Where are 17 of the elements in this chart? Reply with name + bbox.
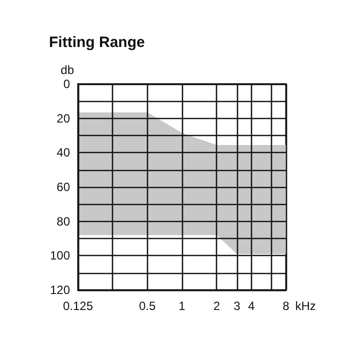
y-tick-label: 20 bbox=[56, 111, 70, 126]
x-tick-label: 0.5 bbox=[138, 299, 156, 313]
y-tick-label: 40 bbox=[56, 146, 70, 160]
y-tick-label: 0 bbox=[63, 77, 70, 91]
chart-title: Fitting Range bbox=[49, 34, 145, 51]
x-tick-label: 2 bbox=[213, 299, 220, 313]
y-tick-label: 100 bbox=[50, 248, 70, 263]
x-tick-label: 4 bbox=[248, 299, 255, 313]
y-tick-label: 60 bbox=[56, 180, 70, 194]
x-axis-title: kHz bbox=[295, 299, 316, 313]
y-tick-label: 120 bbox=[50, 283, 70, 297]
x-tick-label: 3 bbox=[234, 299, 241, 313]
y-tick-label: 80 bbox=[56, 214, 70, 228]
x-tick-label: 0.125 bbox=[62, 299, 94, 313]
y-axis-title: db bbox=[60, 63, 74, 77]
x-tick-label: 8 bbox=[282, 299, 290, 313]
x-tick-label: 1 bbox=[178, 299, 186, 313]
